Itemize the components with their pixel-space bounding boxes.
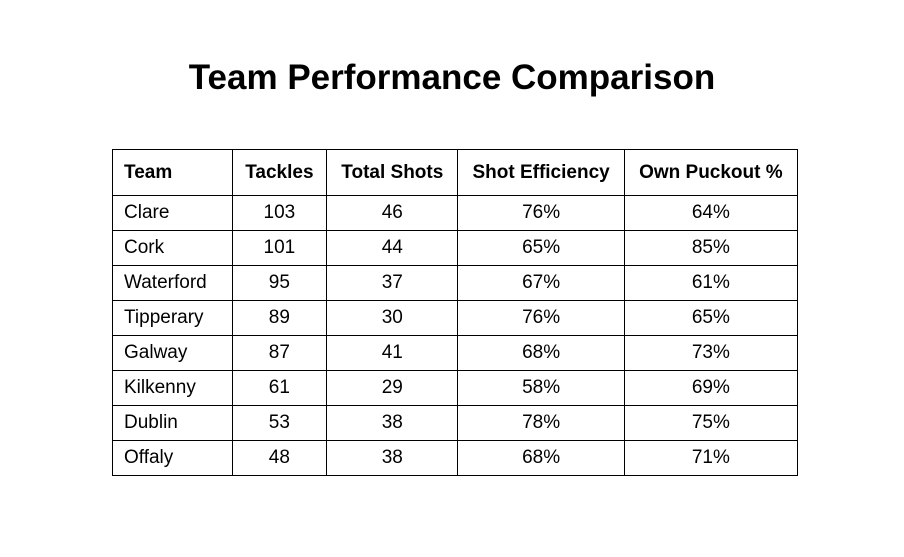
own-puckout-cell: 61%	[623, 265, 799, 301]
shot-efficiency-cell: 68%	[457, 440, 625, 476]
tackles-cell: 95	[231, 265, 328, 301]
own-puckout-cell: 85%	[623, 230, 799, 266]
table-row: Cork 101 44 65% 85%	[112, 230, 799, 266]
team-cell: Tipperary	[112, 300, 233, 336]
tackles-cell: 61	[231, 370, 328, 406]
shot-efficiency-cell: 76%	[457, 195, 625, 231]
team-performance-table: Team Tackles Total Shots Shot Efficiency…	[112, 149, 799, 476]
table-row: Kilkenny 61 29 58% 69%	[112, 370, 799, 406]
column-header-tackles: Tackles	[231, 149, 328, 196]
shot-efficiency-cell: 67%	[457, 265, 625, 301]
shot-efficiency-cell: 58%	[457, 370, 625, 406]
tackles-cell: 89	[231, 300, 328, 336]
table-row: Waterford 95 37 67% 61%	[112, 265, 799, 301]
column-header-total-shots: Total Shots	[326, 149, 459, 196]
table-row: Galway 87 41 68% 73%	[112, 335, 799, 371]
team-cell: Galway	[112, 335, 233, 371]
total-shots-cell: 30	[326, 300, 459, 336]
team-cell: Dublin	[112, 405, 233, 441]
own-puckout-cell: 71%	[623, 440, 799, 476]
total-shots-cell: 29	[326, 370, 459, 406]
table-row: Dublin 53 38 78% 75%	[112, 405, 799, 441]
total-shots-cell: 38	[326, 440, 459, 476]
team-cell: Cork	[112, 230, 233, 266]
total-shots-cell: 44	[326, 230, 459, 266]
shot-efficiency-cell: 78%	[457, 405, 625, 441]
tackles-cell: 48	[231, 440, 328, 476]
tackles-cell: 101	[231, 230, 328, 266]
total-shots-cell: 46	[326, 195, 459, 231]
team-cell: Kilkenny	[112, 370, 233, 406]
own-puckout-cell: 75%	[623, 405, 799, 441]
own-puckout-cell: 65%	[623, 300, 799, 336]
page-title: Team Performance Comparison	[188, 58, 716, 97]
team-cell: Offaly	[112, 440, 233, 476]
shot-efficiency-cell: 65%	[457, 230, 625, 266]
column-header-own-puckout: Own Puckout %	[623, 149, 799, 196]
table-row: Clare 103 46 76% 64%	[112, 195, 799, 231]
column-header-team: Team	[112, 149, 233, 196]
tackles-cell: 103	[231, 195, 328, 231]
shot-efficiency-cell: 76%	[457, 300, 625, 336]
total-shots-cell: 41	[326, 335, 459, 371]
own-puckout-cell: 73%	[623, 335, 799, 371]
total-shots-cell: 37	[326, 265, 459, 301]
tackles-cell: 53	[231, 405, 328, 441]
own-puckout-cell: 64%	[623, 195, 799, 231]
table-row: Tipperary 89 30 76% 65%	[112, 300, 799, 336]
total-shots-cell: 38	[326, 405, 459, 441]
table-row: Offaly 48 38 68% 71%	[112, 440, 799, 476]
team-cell: Waterford	[112, 265, 233, 301]
column-header-shot-efficiency: Shot Efficiency	[457, 149, 625, 196]
own-puckout-cell: 69%	[623, 370, 799, 406]
tackles-cell: 87	[231, 335, 328, 371]
table-header-row: Team Tackles Total Shots Shot Efficiency…	[112, 149, 799, 196]
shot-efficiency-cell: 68%	[457, 335, 625, 371]
team-cell: Clare	[112, 195, 233, 231]
